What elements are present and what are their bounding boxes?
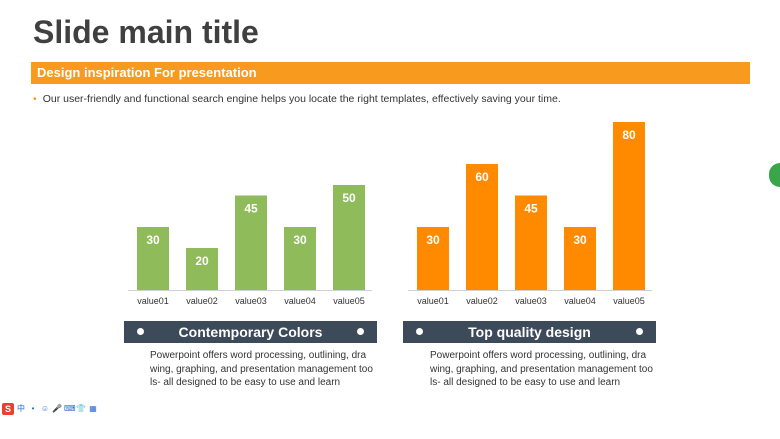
emoji-icon[interactable]: ☺ (40, 404, 50, 414)
x-tick-label: value04 (564, 296, 596, 306)
caption-left-dot-start (137, 328, 144, 335)
chart-left: 30 value01 20 value02 45 value03 30 value04 50 va… (120, 0, 380, 320)
sogou-input-icon[interactable]: S (2, 403, 14, 415)
skin-icon[interactable]: 👕 (76, 404, 86, 414)
microphone-icon[interactable]: 🎤 (52, 404, 62, 414)
description-right: Powerpoint offers word processing, outli… (430, 349, 655, 390)
x-tick-label: value05 (333, 296, 365, 306)
bar-value-label: 30 (573, 233, 587, 247)
x-tick-label: value05 (613, 296, 645, 306)
caption-right-dot-end (636, 328, 643, 335)
side-tab[interactable] (769, 163, 780, 187)
bar-value-label: 45 (524, 202, 538, 216)
x-tick-label: value02 (186, 296, 218, 306)
punctuation-icon[interactable]: • (28, 404, 38, 414)
bar-value-label: 50 (342, 191, 356, 205)
bar-value-label: 20 (195, 254, 209, 268)
caption-left: Contemporary Colors (124, 321, 377, 343)
description-left: Powerpoint offers word processing, outli… (150, 349, 375, 390)
bar-value-label: 30 (426, 233, 440, 247)
x-tick-label: value01 (417, 296, 449, 306)
chart-right: 30 value01 60 value02 45 value03 30 value04 80 va… (400, 0, 660, 320)
bar-value-label: 30 (146, 233, 160, 247)
caption-right-label: Top quality design (468, 324, 591, 340)
caption-left-label: Contemporary Colors (179, 324, 323, 340)
bar-value-label: 60 (475, 170, 489, 184)
ime-toolbar[interactable]: S 中 • ☺ 🎤 ⌨ 👕 ▦ (2, 402, 98, 416)
keyboard-icon[interactable]: ⌨ (64, 404, 74, 414)
caption-left-dot-end (357, 328, 364, 335)
x-tick-label: value02 (466, 296, 498, 306)
ime-language-label[interactable]: 中 (16, 404, 26, 414)
bullet-icon: • (33, 93, 37, 105)
x-tick-label: value01 (137, 296, 169, 306)
x-tick-label: value03 (235, 296, 267, 306)
caption-right: Top quality design (403, 321, 656, 343)
x-tick-label: value03 (515, 296, 547, 306)
bar-value-label: 80 (622, 128, 636, 142)
x-tick-label: value04 (284, 296, 316, 306)
caption-right-dot-start (416, 328, 423, 335)
grid-icon[interactable]: ▦ (88, 404, 98, 414)
bar-value05 (613, 122, 645, 290)
bar-value-label: 30 (293, 233, 307, 247)
bar-value-label: 45 (244, 202, 258, 216)
